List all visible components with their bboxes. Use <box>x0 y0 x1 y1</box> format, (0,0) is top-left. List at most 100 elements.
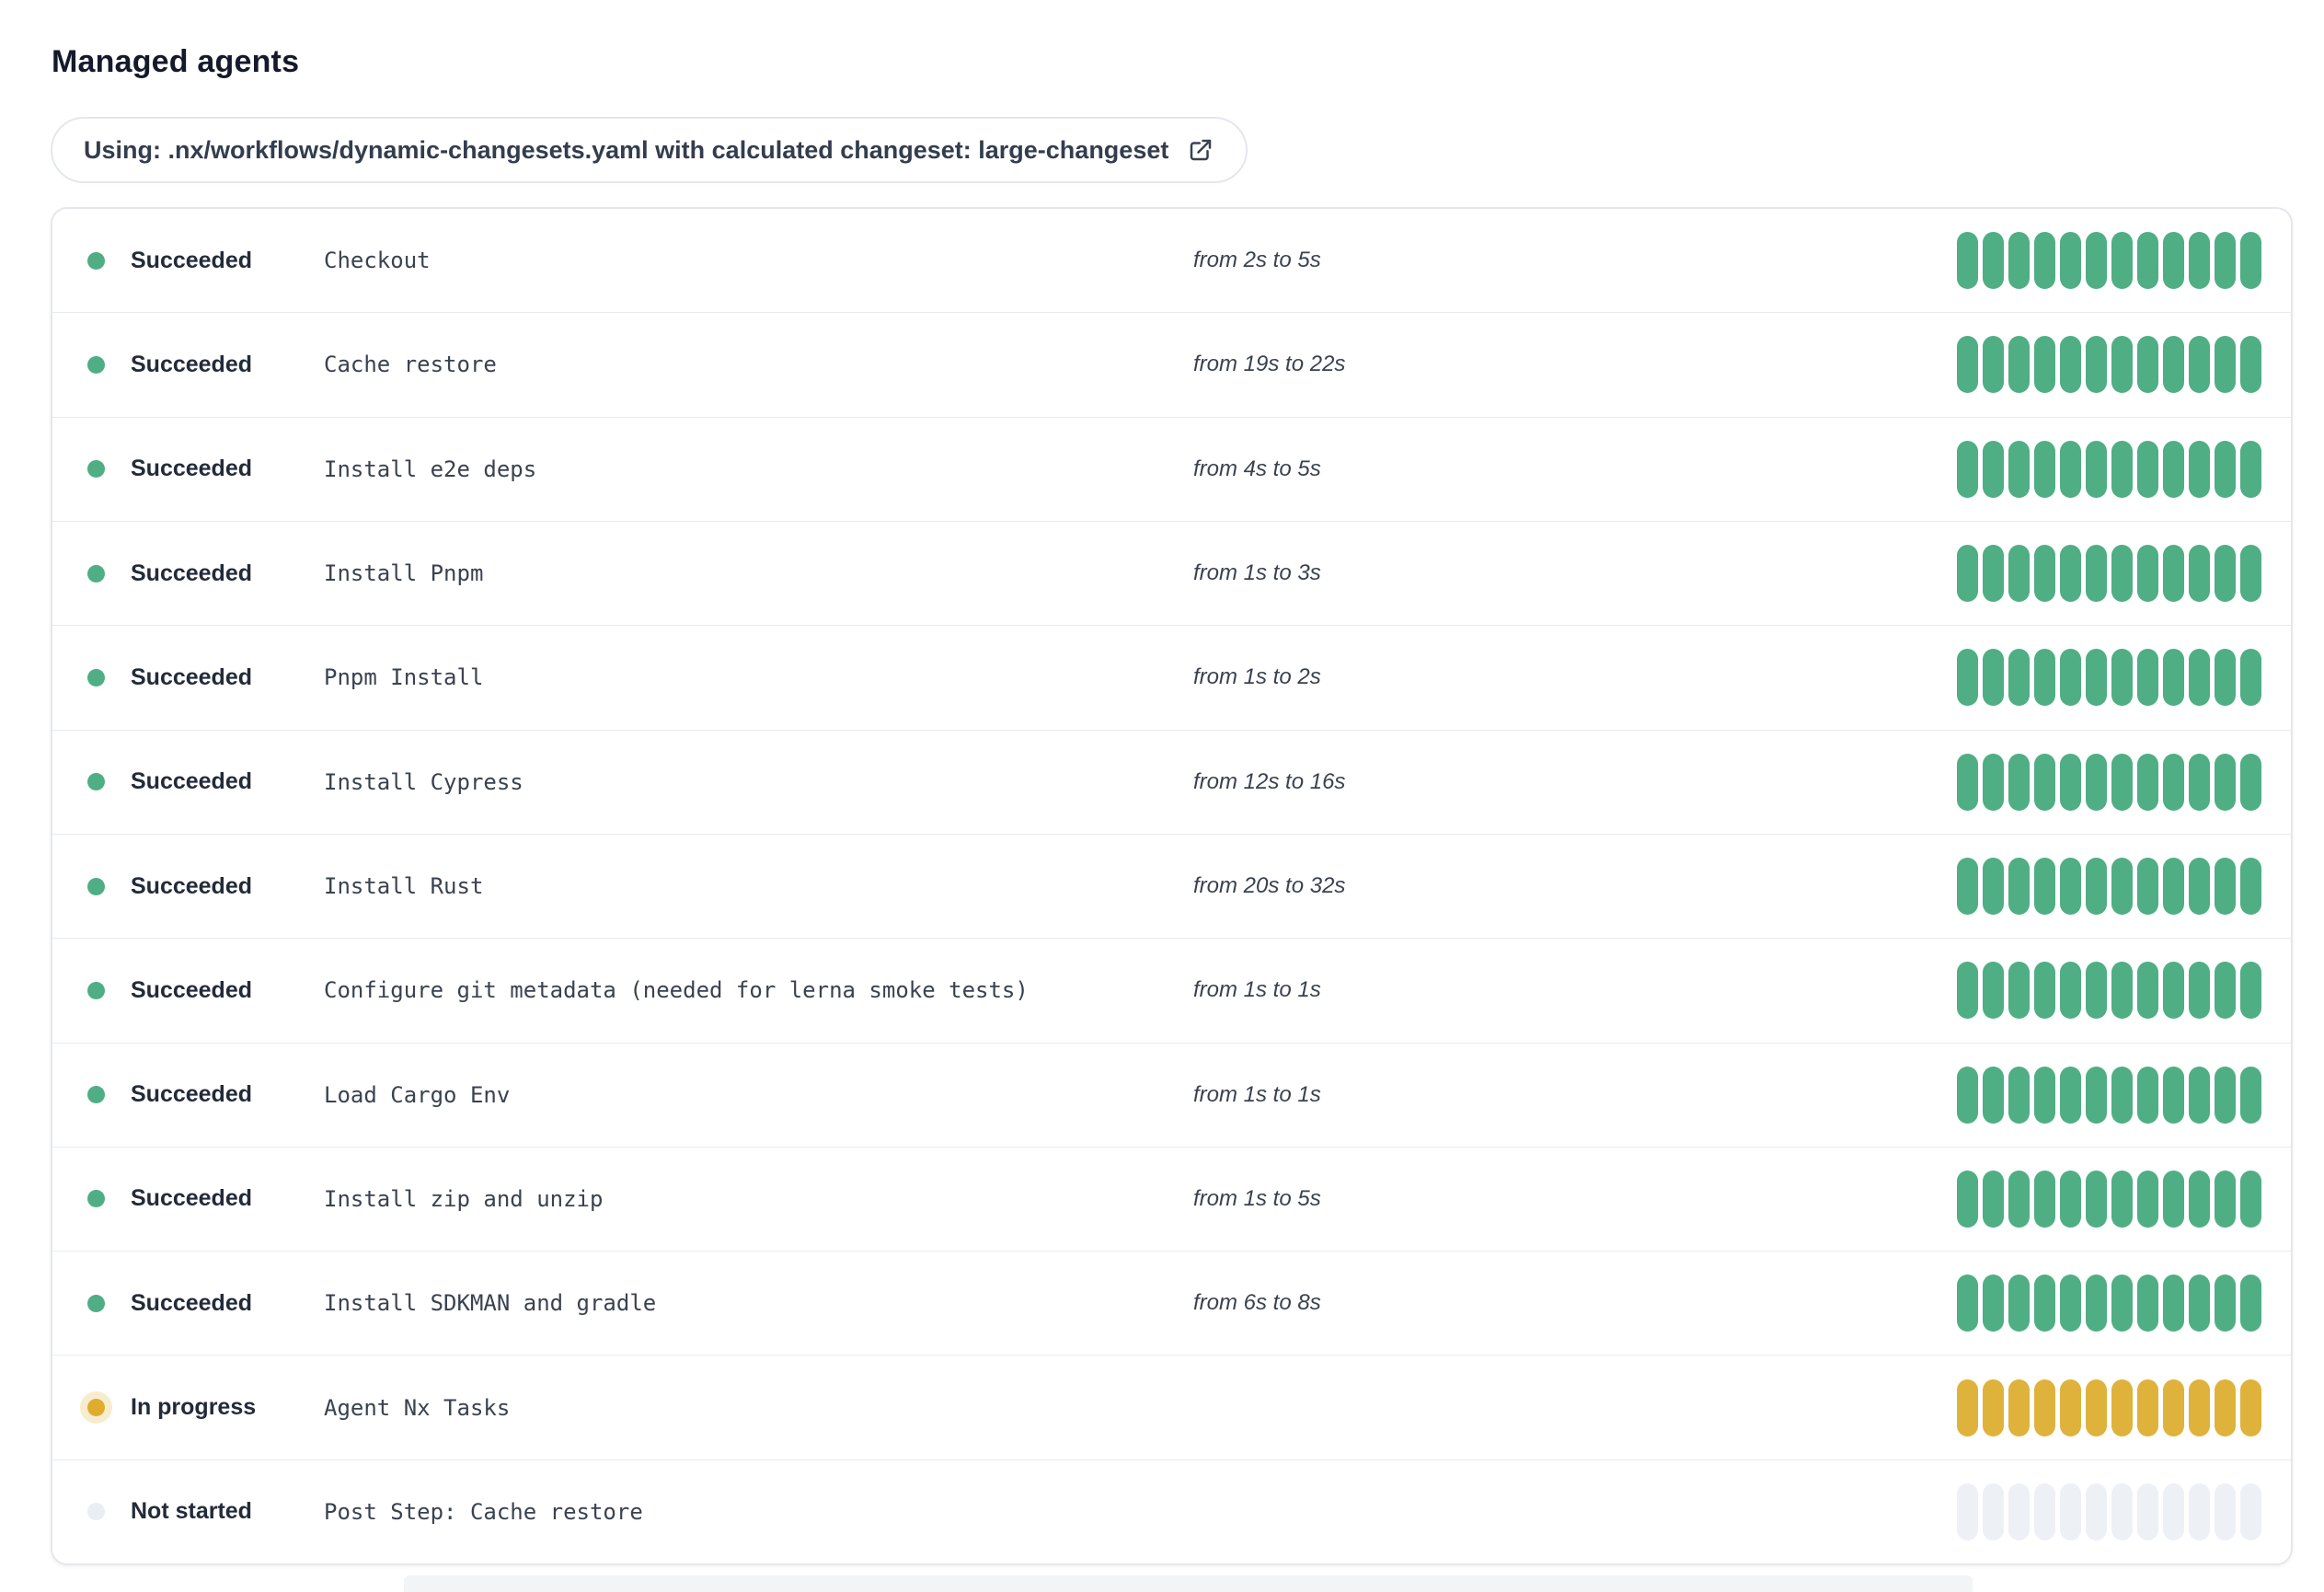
agent-bar-icon <box>2215 1482 2236 1540</box>
agent-bar-icon <box>2060 962 2081 1020</box>
agent-bar-icon <box>2111 440 2133 498</box>
agent-progress-bars <box>1957 753 2261 811</box>
agent-bar-icon <box>2189 1170 2210 1228</box>
agent-step-row[interactable]: Succeeded Install SDKMAN and gradle from 6… <box>52 1251 2291 1355</box>
agent-bar-icon <box>2163 1170 2184 1228</box>
step-duration: from 12s to 16s <box>1193 768 1346 794</box>
agent-bar-icon <box>2163 649 2184 707</box>
status-cell: Succeeded <box>52 1081 324 1108</box>
agent-bar-icon <box>2008 545 2030 603</box>
agent-progress-bars <box>1957 858 2261 916</box>
agent-bar-icon <box>2034 1170 2055 1228</box>
agent-step-row[interactable]: Succeeded Load Cargo Env from 1s to 1s <box>52 1042 2291 1147</box>
agent-progress-bars <box>1957 649 2261 707</box>
agent-bar-icon <box>2060 1275 2081 1332</box>
step-name: Post Step: Cache restore <box>324 1498 643 1525</box>
agent-bar-icon <box>2008 336 2030 394</box>
workflow-banner-link[interactable]: Using: .nx/workflows/dynamic-changesets.… <box>51 117 1248 183</box>
agent-bar-icon <box>1983 1275 2004 1332</box>
agent-progress-bars <box>1957 545 2261 603</box>
agent-bar-icon <box>2137 336 2158 394</box>
agent-bar-icon <box>2215 962 2236 1020</box>
step-duration: from 1s to 2s <box>1193 664 1321 690</box>
agent-step-row[interactable]: Not started Post Step: Cache restore <box>52 1459 2291 1563</box>
agent-progress-bars <box>1957 1170 2261 1228</box>
agent-bar-icon <box>2086 336 2107 394</box>
agent-step-row[interactable]: Succeeded Install Cypress from 12s to 16s <box>52 729 2291 834</box>
agent-bar-icon <box>1983 649 2004 707</box>
step-duration: from 19s to 22s <box>1193 352 1346 377</box>
agent-bar-icon <box>2034 1482 2055 1540</box>
agent-bar-icon <box>2137 440 2158 498</box>
step-name: Install Cypress <box>324 768 523 795</box>
agent-bar-icon <box>2240 232 2261 290</box>
agent-step-row[interactable]: Succeeded Configure git metadata (needed … <box>52 938 2291 1042</box>
status-dot-icon <box>87 1294 105 1312</box>
workflow-banner-text: Using: .nx/workflows/dynamic-changesets.… <box>84 135 1169 164</box>
agent-bar-icon <box>2034 1066 2055 1124</box>
status-label: Succeeded <box>131 456 253 482</box>
agent-bar-icon <box>2137 1066 2158 1124</box>
agent-step-row[interactable]: Succeeded Checkout from 2s to 5s <box>52 209 2291 312</box>
agent-bar-icon <box>2137 1275 2158 1332</box>
agent-bar-icon <box>2034 1379 2055 1436</box>
agent-bar-icon <box>2215 336 2236 394</box>
step-duration: from 2s to 5s <box>1193 248 1321 273</box>
agent-bar-icon <box>1957 962 1978 1020</box>
agent-step-row[interactable]: In progress Agent Nx Tasks <box>52 1355 2291 1459</box>
agent-bar-icon <box>2137 545 2158 603</box>
agent-bar-icon <box>2215 1275 2236 1332</box>
agent-bar-icon <box>2240 649 2261 707</box>
agent-bar-icon <box>2189 232 2210 290</box>
agent-bar-icon <box>2163 1379 2184 1436</box>
status-dot-icon <box>87 564 105 583</box>
agent-bar-icon <box>1957 232 1978 290</box>
agent-bar-icon <box>2034 858 2055 916</box>
agent-bar-icon <box>2034 1275 2055 1332</box>
step-name: Install zip and unzip <box>324 1185 604 1212</box>
agent-bar-icon <box>2111 858 2133 916</box>
agent-bar-icon <box>2060 753 2081 811</box>
step-duration: from 20s to 32s <box>1193 873 1346 899</box>
agent-bar-icon <box>2189 753 2210 811</box>
status-label: Succeeded <box>131 1289 253 1316</box>
status-cell: Succeeded <box>52 560 324 587</box>
agent-bar-icon <box>2163 232 2184 290</box>
agent-bar-icon <box>2086 753 2107 811</box>
status-cell: Not started <box>52 1498 324 1525</box>
agent-bar-icon <box>1957 1066 1978 1124</box>
status-cell: Succeeded <box>52 456 324 482</box>
agent-bar-icon <box>2215 1379 2236 1436</box>
status-label: Succeeded <box>131 247 253 273</box>
agent-progress-bars <box>1957 962 2261 1020</box>
agent-step-row[interactable]: Succeeded Install e2e deps from 4s to 5s <box>52 416 2291 521</box>
agent-bar-icon <box>2086 440 2107 498</box>
status-dot-icon <box>87 668 105 686</box>
status-dot-icon <box>87 1190 105 1208</box>
agent-bar-icon <box>2111 649 2133 707</box>
agent-bar-icon <box>2008 1066 2030 1124</box>
agent-step-row[interactable]: Succeeded Install Rust from 20s to 32s <box>52 833 2291 938</box>
agent-step-row[interactable]: Succeeded Pnpm Install from 1s to 2s <box>52 625 2291 729</box>
agent-bar-icon <box>2163 1275 2184 1332</box>
status-cell: Succeeded <box>52 1290 324 1317</box>
agent-bar-icon <box>2189 440 2210 498</box>
step-name: Configure git metadata (needed for lerna… <box>324 977 1029 1004</box>
status-dot-icon <box>87 877 105 895</box>
step-name: Agent Nx Tasks <box>324 1394 511 1421</box>
status-dot-icon <box>87 1086 105 1104</box>
step-name: Cache restore <box>324 352 497 378</box>
agent-bar-icon <box>2060 1066 2081 1124</box>
agent-bar-icon <box>2008 1482 2030 1540</box>
agent-bar-icon <box>2137 1170 2158 1228</box>
status-cell: In progress <box>52 1394 324 1421</box>
agent-bar-icon <box>2215 232 2236 290</box>
agent-bar-icon <box>2137 1379 2158 1436</box>
agent-step-row[interactable]: Succeeded Install zip and unzip from 1s to… <box>52 1146 2291 1251</box>
agent-step-row[interactable]: Succeeded Cache restore from 19s to 22s <box>52 312 2291 416</box>
step-duration: from 4s to 5s <box>1193 456 1321 481</box>
agent-progress-bars <box>1957 232 2261 290</box>
agent-bar-icon <box>2008 753 2030 811</box>
agent-bar-icon <box>2189 545 2210 603</box>
agent-step-row[interactable]: Succeeded Install Pnpm from 1s to 3s <box>52 520 2291 625</box>
